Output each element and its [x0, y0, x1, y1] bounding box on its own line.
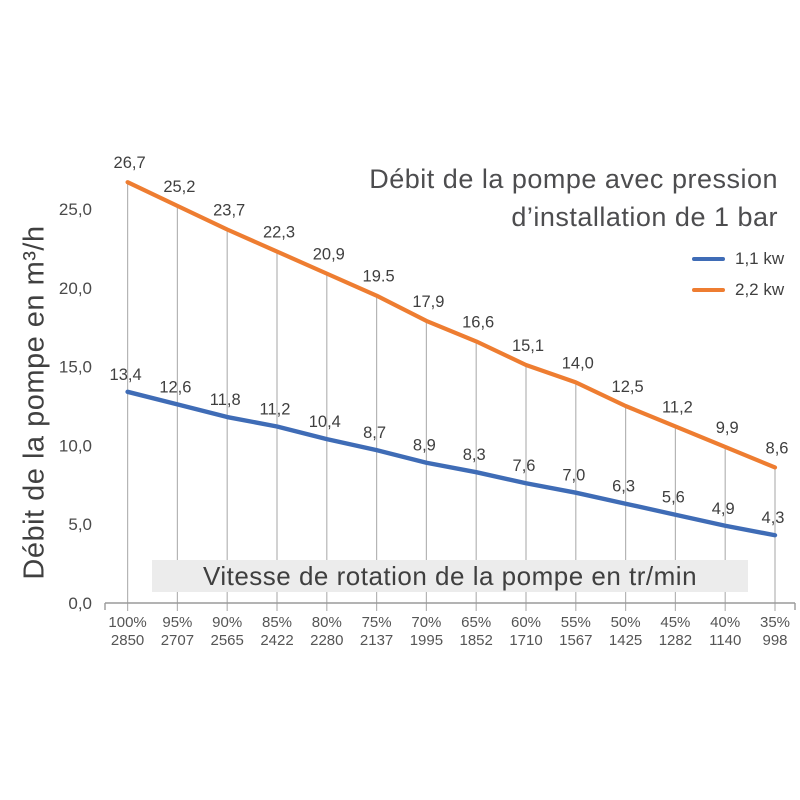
x-tick-percent-label: 65%	[461, 614, 491, 631]
x-tick-percent-label: 75%	[362, 614, 392, 631]
data-label-2-2kw: 15,1	[512, 337, 544, 355]
x-tick-percent-label: 85%	[262, 614, 292, 631]
x-tick-percent-label: 45%	[660, 614, 690, 631]
legend-swatch-blue-icon	[692, 257, 725, 261]
data-label-1-1kw: 12,6	[159, 378, 191, 396]
data-label-2-2kw: 12,5	[612, 378, 644, 396]
data-label-1-1kw: 7,6	[513, 457, 536, 475]
data-label-2-2kw: 14,0	[562, 354, 594, 372]
chart-title: Débit de la pompe avec pression d’instal…	[218, 160, 778, 236]
series-line-2-2kw	[125, 180, 778, 470]
data-label-1-1kw: 13,4	[110, 366, 142, 384]
data-label-2-2kw: 19.5	[363, 268, 395, 286]
data-label-2-2kw: 22,3	[263, 224, 295, 242]
y-tick-label: 10,0	[59, 436, 92, 455]
x-tick-rpm-label: 2422	[260, 632, 293, 649]
x-tick-rpm-label: 1710	[509, 632, 542, 649]
data-label-2-2kw: 8,6	[766, 439, 789, 457]
data-label-2-2kw: 20,9	[313, 246, 345, 264]
x-axis-title: Vitesse de rotation de la pompe en tr/mi…	[202, 560, 698, 591]
data-label-2-2kw: 9,9	[716, 419, 739, 437]
x-tick-percent-label: 55%	[561, 614, 591, 631]
legend-item-2-2kw: 2,2 kw	[692, 280, 784, 300]
data-label-1-1kw: 8,9	[413, 437, 436, 455]
data-label-1-1kw: 11,2	[260, 400, 291, 418]
x-tick-percent-label: 50%	[611, 614, 641, 631]
x-tick-rpm-label: 1282	[659, 632, 692, 649]
legend: 1,1 kw 2,2 kw	[692, 249, 784, 300]
x-tick-rpm-label: 1852	[460, 632, 493, 649]
chart-title-line1: Débit de la pompe avec pression	[369, 164, 778, 194]
x-tick-percent-label: 80%	[312, 614, 342, 631]
y-tick-label: 5,0	[68, 515, 92, 534]
data-label-1-1kw: 4,3	[762, 509, 785, 527]
y-tick-label: 0,0	[68, 594, 92, 613]
x-tick-percent-label: 90%	[212, 614, 242, 631]
data-label-1-1kw: 5,6	[662, 489, 685, 507]
x-tick-rpm-label: 1567	[559, 632, 592, 649]
data-label-2-2kw: 17,9	[412, 293, 444, 311]
data-label-1-1kw: 4,9	[712, 500, 735, 518]
y-axis-title: Débit de la pompe en m³/h	[18, 225, 51, 580]
x-tick-rpm-label: 1995	[410, 632, 443, 649]
data-label-1-1kw: 8,7	[363, 424, 386, 442]
x-tick-percent-label: 40%	[710, 614, 740, 631]
x-tick-percent-label: 35%	[760, 614, 790, 631]
x-tick-rpm-label: 998	[762, 632, 787, 649]
x-tick-rpm-label: 2565	[211, 632, 244, 649]
data-label-2-2kw: 25,2	[163, 178, 195, 196]
data-label-1-1kw: 10,4	[309, 413, 341, 431]
data-label-2-2kw: 16,6	[462, 313, 494, 331]
x-tick-rpm-label: 2707	[161, 632, 194, 649]
x-tick-rpm-label: 2137	[360, 632, 393, 649]
legend-item-1-1kw: 1,1 kw	[692, 249, 784, 269]
y-tick-label: 20,0	[59, 279, 92, 298]
x-tick-percent-label: 100%	[108, 614, 146, 631]
series-line-1-1kw	[125, 389, 778, 538]
x-tick-percent-label: 70%	[411, 614, 441, 631]
legend-swatch-orange-icon	[692, 288, 725, 292]
x-tick-rpm-label: 2850	[111, 632, 144, 649]
data-label-1-1kw: 6,3	[612, 478, 635, 496]
x-axis-title-banner: Vitesse de rotation de la pompe en tr/mi…	[152, 560, 748, 592]
y-tick-label: 15,0	[59, 358, 92, 377]
x-tick-percent-label: 60%	[511, 614, 541, 631]
legend-label-2-2kw: 2,2 kw	[735, 280, 785, 299]
data-label-1-1kw: 7,0	[562, 467, 585, 485]
legend-label-1-1kw: 1,1 kw	[735, 249, 785, 268]
chart-title-line2: d’installation de 1 bar	[511, 202, 778, 232]
data-label-1-1kw: 8,3	[463, 446, 486, 464]
x-tick-rpm-label: 1140	[709, 632, 741, 649]
y-tick-label: 25,0	[59, 200, 92, 219]
x-tick-percent-label: 95%	[162, 614, 192, 631]
data-label-1-1kw: 11,8	[210, 391, 241, 409]
x-tick-rpm-label: 1425	[609, 632, 642, 649]
data-label-2-2kw: 23,7	[213, 201, 245, 219]
data-label-2-2kw: 26,7	[114, 154, 146, 172]
data-label-2-2kw: 11,2	[662, 398, 693, 416]
x-tick-rpm-label: 2280	[310, 632, 343, 649]
